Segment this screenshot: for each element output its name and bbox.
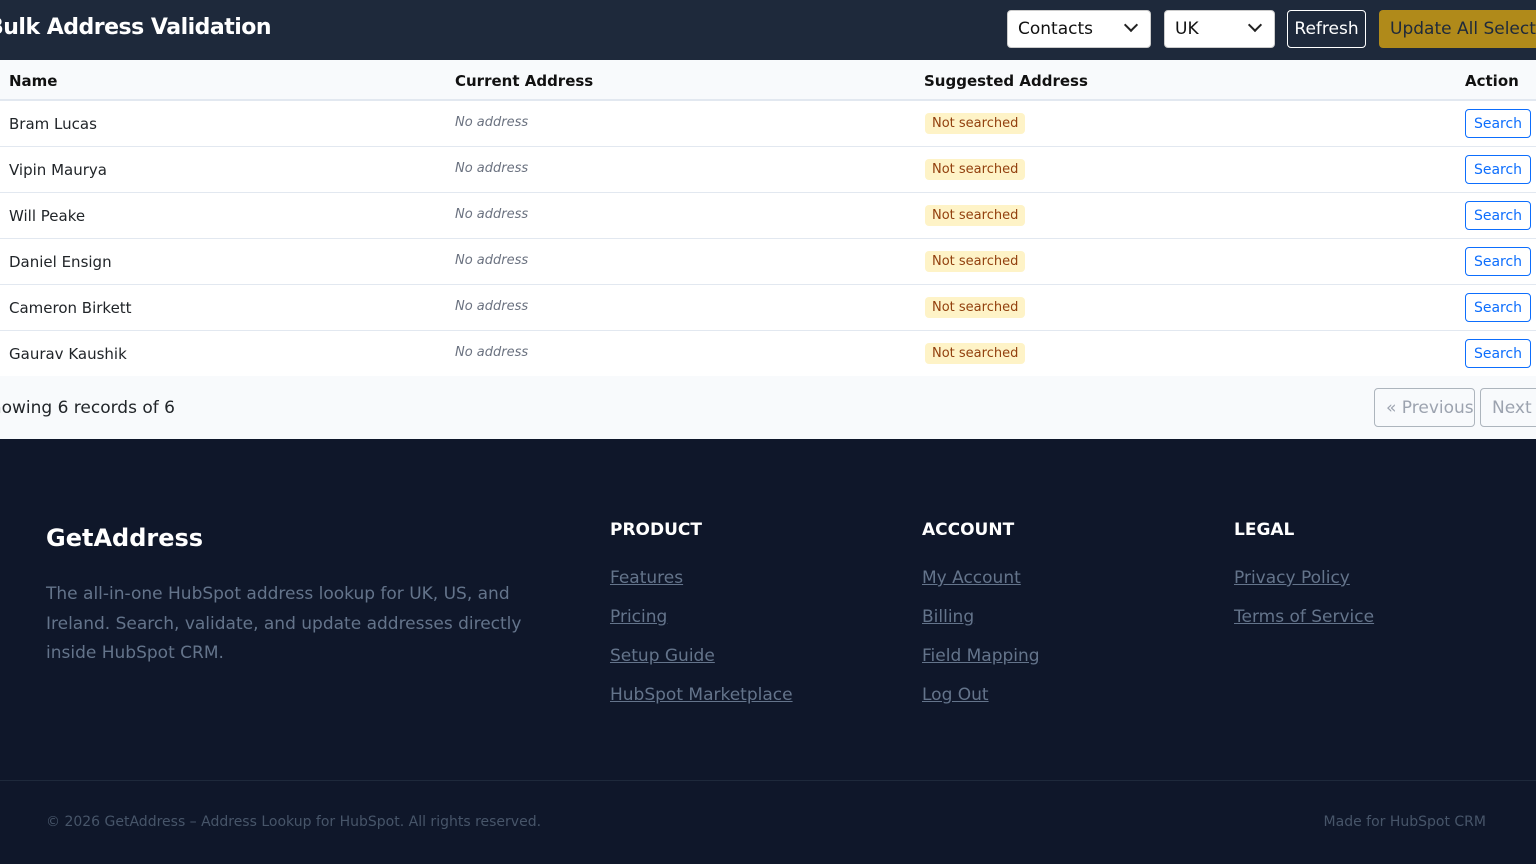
table-row: Vipin Maurya No address Not searched Sea… <box>0 147 1536 193</box>
status-badge: Not searched <box>925 297 1026 318</box>
table-row: Gaurav Kaushik No address Not searched S… <box>0 331 1536 377</box>
column-header-action: Action <box>1465 72 1519 90</box>
footer-divider <box>0 780 1536 781</box>
made-for-text: Made for HubSpot CRM <box>1323 814 1486 830</box>
current-address: No address <box>455 345 529 360</box>
column-header-current-address: Current Address <box>455 72 594 90</box>
column-header-suggested-address: Suggested Address <box>924 72 1088 90</box>
contact-name: Gaurav Kaushik <box>9 345 127 363</box>
object-type-select[interactable]: Contacts <box>1007 10 1151 48</box>
select-value: UK <box>1175 19 1199 39</box>
select-value: Contacts <box>1018 19 1093 39</box>
footer-link-setup-guide[interactable]: Setup Guide <box>610 646 715 666</box>
footer-link-privacy-policy[interactable]: Privacy Policy <box>1234 568 1350 588</box>
search-button[interactable]: Search <box>1465 293 1531 322</box>
table-row: Bram Lucas No address Not searched Searc… <box>0 101 1536 147</box>
search-button[interactable]: Search <box>1465 109 1531 138</box>
table-row: Will Peake No address Not searched Searc… <box>0 193 1536 239</box>
footer-link-pricing[interactable]: Pricing <box>610 607 668 627</box>
search-button[interactable]: Search <box>1465 247 1531 276</box>
previous-page-button[interactable]: « Previous <box>1374 388 1475 427</box>
table-header: Name Current Address Suggested Address A… <box>0 60 1536 101</box>
refresh-button[interactable]: Refresh <box>1287 10 1366 48</box>
status-badge: Not searched <box>925 159 1026 180</box>
footer-column-heading: PRODUCT <box>610 520 702 540</box>
footer-column-account: ACCOUNT My Account Billing Field Mapping Log… <box>922 520 1040 722</box>
copyright: © 2026 GetAddress – Address Lookup for H… <box>46 814 542 830</box>
next-page-button[interactable]: Next » <box>1480 388 1536 427</box>
contact-name: Will Peake <box>9 207 86 225</box>
site-footer: GetAddress The all-in-one HubSpot addres… <box>0 439 1536 864</box>
contacts-table: Name Current Address Suggested Address A… <box>0 60 1536 377</box>
status-badge: Not searched <box>925 343 1026 364</box>
contact-name: Daniel Ensign <box>9 253 112 271</box>
footer-link-hubspot-marketplace[interactable]: HubSpot Marketplace <box>610 685 793 705</box>
current-address: No address <box>455 253 529 268</box>
contact-name: Vipin Maurya <box>9 161 107 179</box>
footer-description: The all-in-one HubSpot address lookup fo… <box>46 584 522 663</box>
footer-link-field-mapping[interactable]: Field Mapping <box>922 646 1040 666</box>
footer-link-features[interactable]: Features <box>610 568 684 588</box>
footer-column-legal: LEGAL Privacy Policy Terms of Service <box>1234 520 1374 644</box>
footer-link-billing[interactable]: Billing <box>922 607 975 627</box>
footer-link-my-account[interactable]: My Account <box>922 568 1021 588</box>
search-button[interactable]: Search <box>1465 339 1531 368</box>
current-address: No address <box>455 115 529 130</box>
current-address: No address <box>455 207 529 222</box>
table-footer: Showing 6 records of 6 « Previous Next » <box>0 376 1536 439</box>
record-count: Showing 6 records of 6 <box>0 398 175 418</box>
contact-name: Cameron Birkett <box>9 299 132 317</box>
status-badge: Not searched <box>925 113 1026 134</box>
column-header-name: Name <box>9 72 58 90</box>
search-button[interactable]: Search <box>1465 201 1531 230</box>
search-button[interactable]: Search <box>1465 155 1531 184</box>
update-all-selected-button[interactable]: Update All Selected <box>1379 10 1536 48</box>
footer-column-product: PRODUCT Features Pricing Setup Guide HubSpot… <box>610 520 793 722</box>
chevron-down-icon <box>1247 17 1263 33</box>
top-bar: Bulk Address Validation Contacts UK Refr… <box>0 0 1536 60</box>
status-badge: Not searched <box>925 205 1026 226</box>
chevron-down-icon <box>1123 17 1139 33</box>
footer-column-heading: ACCOUNT <box>922 520 1015 540</box>
contact-name: Bram Lucas <box>9 115 97 133</box>
page-title: Bulk Address Validation <box>0 15 272 40</box>
current-address: No address <box>455 299 529 314</box>
table-row: Cameron Birkett No address Not searched … <box>0 285 1536 331</box>
status-badge: Not searched <box>925 251 1026 272</box>
footer-link-terms-of-service[interactable]: Terms of Service <box>1234 607 1375 627</box>
footer-brand: GetAddress <box>46 524 204 552</box>
table-row: Daniel Ensign No address Not searched Se… <box>0 239 1536 285</box>
footer-column-heading: LEGAL <box>1234 520 1295 540</box>
country-select[interactable]: UK <box>1164 10 1275 48</box>
current-address: No address <box>455 161 529 176</box>
footer-link-log-out[interactable]: Log Out <box>922 685 989 705</box>
